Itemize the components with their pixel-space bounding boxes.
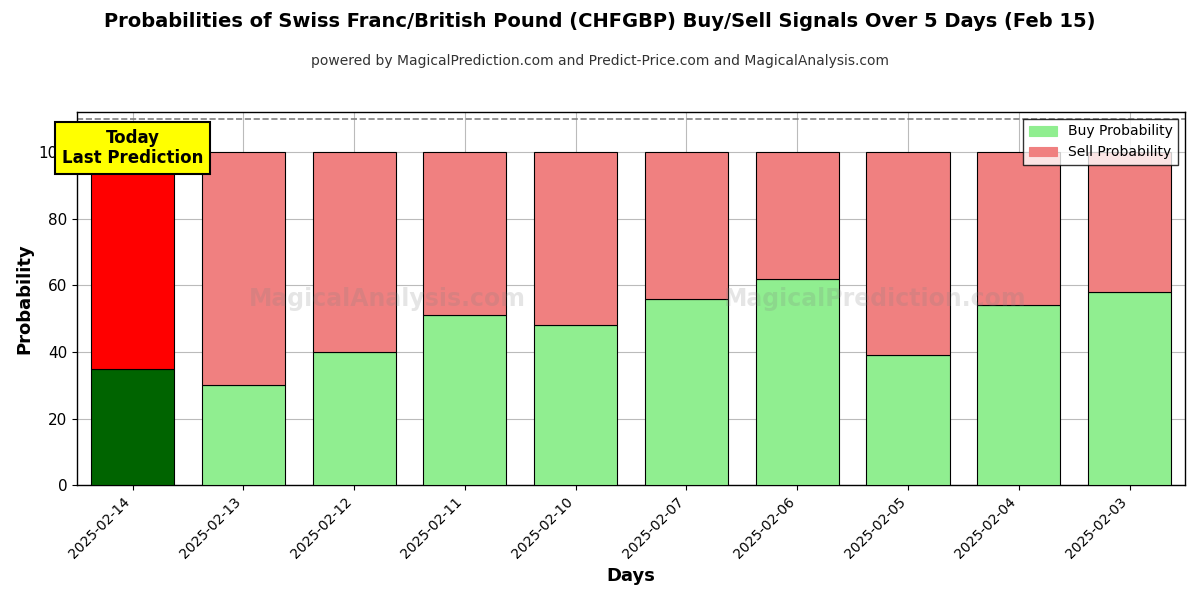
Bar bbox=[91, 368, 174, 485]
Text: powered by MagicalPrediction.com and Predict-Price.com and MagicalAnalysis.com: powered by MagicalPrediction.com and Pre… bbox=[311, 54, 889, 68]
Bar bbox=[312, 352, 396, 485]
Bar bbox=[424, 315, 506, 485]
X-axis label: Days: Days bbox=[607, 567, 655, 585]
Bar bbox=[202, 385, 284, 485]
Bar bbox=[756, 152, 839, 278]
Bar bbox=[644, 299, 728, 485]
Legend: Buy Probability, Sell Probability: Buy Probability, Sell Probability bbox=[1024, 119, 1178, 165]
Bar bbox=[1088, 152, 1171, 292]
Text: Probabilities of Swiss Franc/British Pound (CHFGBP) Buy/Sell Signals Over 5 Days: Probabilities of Swiss Franc/British Pou… bbox=[104, 12, 1096, 31]
Text: MagicalPrediction.com: MagicalPrediction.com bbox=[724, 287, 1026, 311]
Bar bbox=[866, 152, 949, 355]
Bar bbox=[534, 152, 617, 325]
Bar bbox=[312, 152, 396, 352]
Bar bbox=[977, 305, 1061, 485]
Text: MagicalAnalysis.com: MagicalAnalysis.com bbox=[248, 287, 526, 311]
Bar bbox=[424, 152, 506, 315]
Bar bbox=[977, 152, 1061, 305]
Bar bbox=[644, 152, 728, 299]
Bar bbox=[1088, 292, 1171, 485]
Bar bbox=[91, 152, 174, 368]
Text: Today
Last Prediction: Today Last Prediction bbox=[62, 128, 203, 167]
Bar bbox=[202, 152, 284, 385]
Bar bbox=[756, 278, 839, 485]
Bar bbox=[866, 355, 949, 485]
Bar bbox=[534, 325, 617, 485]
Y-axis label: Probability: Probability bbox=[14, 243, 32, 354]
